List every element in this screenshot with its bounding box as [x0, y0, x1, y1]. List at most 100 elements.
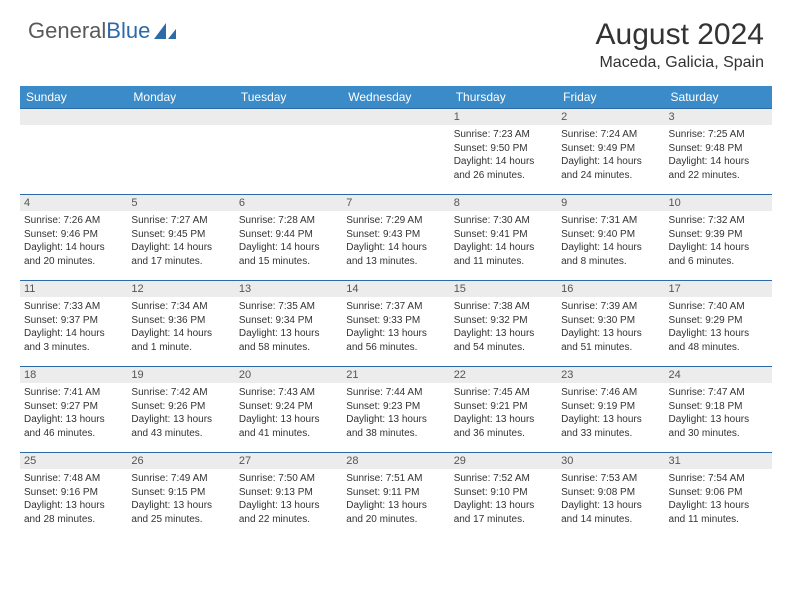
- day-detail-line: Daylight: 13 hours: [346, 413, 445, 427]
- day-detail-line: Daylight: 13 hours: [454, 327, 553, 341]
- calendar-day-cell: 26Sunrise: 7:49 AMSunset: 9:15 PMDayligh…: [127, 453, 234, 539]
- header: GeneralBlue August 2024 Maceda, Galicia,…: [0, 0, 792, 80]
- day-details: Sunrise: 7:38 AMSunset: 9:32 PMDaylight:…: [450, 297, 557, 358]
- day-number: 23: [557, 367, 664, 383]
- day-detail-line: Sunrise: 7:40 AM: [669, 300, 768, 314]
- calendar-day-cell: 10Sunrise: 7:32 AMSunset: 9:39 PMDayligh…: [665, 195, 772, 281]
- logo-text: GeneralBlue: [28, 18, 150, 44]
- weekday-header: Monday: [127, 86, 234, 109]
- day-detail-line: Sunrise: 7:23 AM: [454, 128, 553, 142]
- day-number: 26: [127, 453, 234, 469]
- day-details: Sunrise: 7:37 AMSunset: 9:33 PMDaylight:…: [342, 297, 449, 358]
- day-detail-line: and 46 minutes.: [24, 427, 123, 441]
- day-number: 12: [127, 281, 234, 297]
- calendar-day-cell: 13Sunrise: 7:35 AMSunset: 9:34 PMDayligh…: [235, 281, 342, 367]
- day-number: [235, 109, 342, 125]
- calendar-day-cell: 14Sunrise: 7:37 AMSunset: 9:33 PMDayligh…: [342, 281, 449, 367]
- day-detail-line: and 20 minutes.: [24, 255, 123, 269]
- day-number: 10: [665, 195, 772, 211]
- day-details: Sunrise: 7:54 AMSunset: 9:06 PMDaylight:…: [665, 469, 772, 530]
- day-details: Sunrise: 7:31 AMSunset: 9:40 PMDaylight:…: [557, 211, 664, 272]
- day-number: 11: [20, 281, 127, 297]
- calendar-day-cell: 1Sunrise: 7:23 AMSunset: 9:50 PMDaylight…: [450, 109, 557, 195]
- day-number: 19: [127, 367, 234, 383]
- day-details: [235, 125, 342, 132]
- calendar-day-cell: 24Sunrise: 7:47 AMSunset: 9:18 PMDayligh…: [665, 367, 772, 453]
- day-number: 3: [665, 109, 772, 125]
- day-number: 17: [665, 281, 772, 297]
- day-detail-line: Sunset: 9:44 PM: [239, 228, 338, 242]
- day-detail-line: and 17 minutes.: [131, 255, 230, 269]
- day-number: 2: [557, 109, 664, 125]
- day-detail-line: Daylight: 14 hours: [669, 241, 768, 255]
- calendar-table: Sunday Monday Tuesday Wednesday Thursday…: [20, 86, 772, 539]
- calendar-day-cell: [20, 109, 127, 195]
- day-detail-line: Sunrise: 7:46 AM: [561, 386, 660, 400]
- day-detail-line: and 14 minutes.: [561, 513, 660, 527]
- day-detail-line: Sunrise: 7:33 AM: [24, 300, 123, 314]
- day-detail-line: Daylight: 13 hours: [346, 327, 445, 341]
- day-detail-line: Sunrise: 7:41 AM: [24, 386, 123, 400]
- day-detail-line: Sunrise: 7:30 AM: [454, 214, 553, 228]
- day-detail-line: Sunset: 9:43 PM: [346, 228, 445, 242]
- calendar-week-row: 11 Sunrise: 7:33 AMSunset: 9:37 PM Dayligh…: [20, 281, 772, 367]
- calendar-day-cell: [235, 109, 342, 195]
- day-details: Sunrise: 7:29 AMSunset: 9:43 PMDaylight:…: [342, 211, 449, 272]
- day-details: Sunrise: 7:32 AMSunset: 9:39 PMDaylight:…: [665, 211, 772, 272]
- day-detail-line: Daylight: 13 hours: [131, 499, 230, 513]
- day-detail-line: Sunset: 9:19 PM: [561, 400, 660, 414]
- day-detail-line: and 11 minutes.: [669, 513, 768, 527]
- day-detail-line: Daylight: 13 hours: [239, 413, 338, 427]
- day-number: [342, 109, 449, 125]
- day-number: 5: [127, 195, 234, 211]
- calendar-day-cell: 3Sunrise: 7:25 AMSunset: 9:48 PMDaylight…: [665, 109, 772, 195]
- day-details: Sunrise: 7:30 AMSunset: 9:41 PMDaylight:…: [450, 211, 557, 272]
- calendar-day-cell: 25Sunrise: 7:48 AMSunset: 9:16 PMDayligh…: [20, 453, 127, 539]
- calendar-day-cell: 9Sunrise: 7:31 AMSunset: 9:40 PMDaylight…: [557, 195, 664, 281]
- day-detail-line: Daylight: 13 hours: [561, 499, 660, 513]
- day-number: [127, 109, 234, 125]
- day-detail-line: and 22 minutes.: [669, 169, 768, 183]
- day-detail-line: and 28 minutes.: [24, 513, 123, 527]
- day-detail-line: Sunrise: 7:39 AM: [561, 300, 660, 314]
- day-detail-line: Sunset: 9:48 PM: [669, 142, 768, 156]
- day-detail-line: Sunset: 9:23 PM: [346, 400, 445, 414]
- weekday-header-row: Sunday Monday Tuesday Wednesday Thursday…: [20, 86, 772, 109]
- day-detail-line: Sunset: 9:29 PM: [669, 314, 768, 328]
- day-details: [127, 125, 234, 132]
- weekday-header: Wednesday: [342, 86, 449, 109]
- day-detail-line: Sunset: 9:15 PM: [131, 486, 230, 500]
- day-detail-line: Daylight: 13 hours: [669, 499, 768, 513]
- day-detail-line: Sunset: 9:08 PM: [561, 486, 660, 500]
- day-details: Sunrise: 7:52 AMSunset: 9:10 PMDaylight:…: [450, 469, 557, 530]
- day-details: Sunrise: 7:40 AMSunset: 9:29 PMDaylight:…: [665, 297, 772, 358]
- day-number: 20: [235, 367, 342, 383]
- day-detail-line: Daylight: 13 hours: [24, 499, 123, 513]
- day-detail-line: Sunrise: 7:34 AM: [131, 300, 230, 314]
- day-detail-line: Daylight: 13 hours: [454, 499, 553, 513]
- day-detail-line: Sunset: 9:37 PM: [24, 314, 123, 328]
- day-detail-line: Sunset: 9:27 PM: [24, 400, 123, 414]
- day-detail-line: and 38 minutes.: [346, 427, 445, 441]
- day-detail-line: Daylight: 13 hours: [24, 413, 123, 427]
- day-detail-line: and 1 minute.: [131, 341, 230, 355]
- day-details: Sunrise: 7:45 AMSunset: 9:21 PMDaylight:…: [450, 383, 557, 444]
- weekday-header: Friday: [557, 86, 664, 109]
- calendar-day-cell: 4Sunrise: 7:26 AMSunset: 9:46 PMDaylight…: [20, 195, 127, 281]
- day-detail-line: and 30 minutes.: [669, 427, 768, 441]
- day-detail-line: Daylight: 13 hours: [239, 327, 338, 341]
- day-detail-line: and 26 minutes.: [454, 169, 553, 183]
- day-detail-line: Daylight: 14 hours: [131, 327, 230, 341]
- day-details: Sunrise: 7:43 AMSunset: 9:24 PMDaylight:…: [235, 383, 342, 444]
- day-detail-line: Sunset: 9:06 PM: [669, 486, 768, 500]
- day-detail-line: Daylight: 14 hours: [454, 241, 553, 255]
- day-details: Sunrise: 7:42 AMSunset: 9:26 PMDaylight:…: [127, 383, 234, 444]
- day-detail-line: Sunset: 9:50 PM: [454, 142, 553, 156]
- day-number: 7: [342, 195, 449, 211]
- calendar-day-cell: [127, 109, 234, 195]
- logo: GeneralBlue: [28, 18, 178, 44]
- day-detail-line: Sunset: 9:34 PM: [239, 314, 338, 328]
- day-details: Sunrise: 7:24 AMSunset: 9:49 PMDaylight:…: [557, 125, 664, 186]
- calendar-day-cell: 2Sunrise: 7:24 AMSunset: 9:49 PMDaylight…: [557, 109, 664, 195]
- day-detail-line: Sunrise: 7:51 AM: [346, 472, 445, 486]
